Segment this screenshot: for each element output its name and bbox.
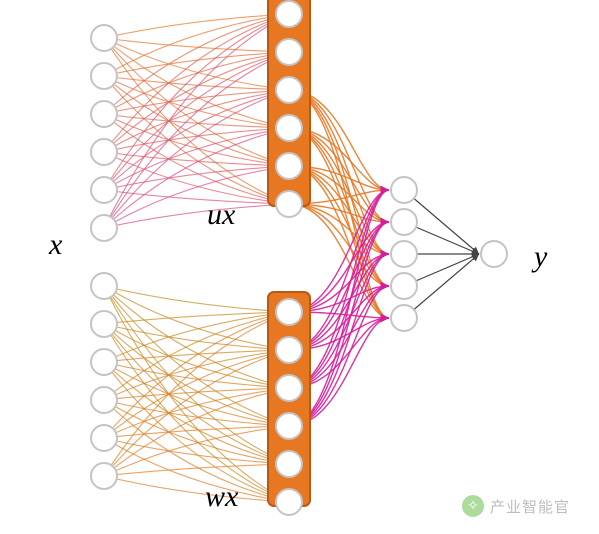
node-ux-0 [276, 1, 302, 27]
label-ux: ux [207, 198, 235, 232]
node-x_upper-1 [91, 63, 117, 89]
network-diagram [0, 0, 599, 534]
node-wx-4 [276, 451, 302, 477]
node-h-1 [391, 209, 417, 235]
node-x_upper-5 [91, 215, 117, 241]
node-ux-1 [276, 39, 302, 65]
node-x_lower-4 [91, 425, 117, 451]
node-wx-5 [276, 489, 302, 515]
node-x_upper-2 [91, 101, 117, 127]
node-x_upper-4 [91, 177, 117, 203]
node-x_lower-2 [91, 349, 117, 375]
label-y: y [534, 240, 547, 274]
label-x: x [49, 228, 62, 262]
node-wx-3 [276, 413, 302, 439]
watermark: ✧ 产业智能官 [462, 495, 570, 517]
node-x_lower-5 [91, 463, 117, 489]
node-wx-2 [276, 375, 302, 401]
node-ux-4 [276, 153, 302, 179]
node-x_upper-3 [91, 139, 117, 165]
node-wx-0 [276, 299, 302, 325]
label-wx: wx [205, 480, 238, 514]
node-h-4 [391, 305, 417, 331]
node-ux-2 [276, 77, 302, 103]
node-h-0 [391, 177, 417, 203]
node-ux-3 [276, 115, 302, 141]
node-h-2 [391, 241, 417, 267]
node-x_lower-0 [91, 273, 117, 299]
watermark-text: 产业智能官 [490, 496, 570, 517]
node-y-0 [481, 241, 507, 267]
node-ux-5 [276, 191, 302, 217]
node-x_lower-3 [91, 387, 117, 413]
node-x_upper-0 [91, 25, 117, 51]
node-h-3 [391, 273, 417, 299]
node-x_lower-1 [91, 311, 117, 337]
watermark-logo-icon: ✧ [462, 495, 484, 517]
node-wx-1 [276, 337, 302, 363]
